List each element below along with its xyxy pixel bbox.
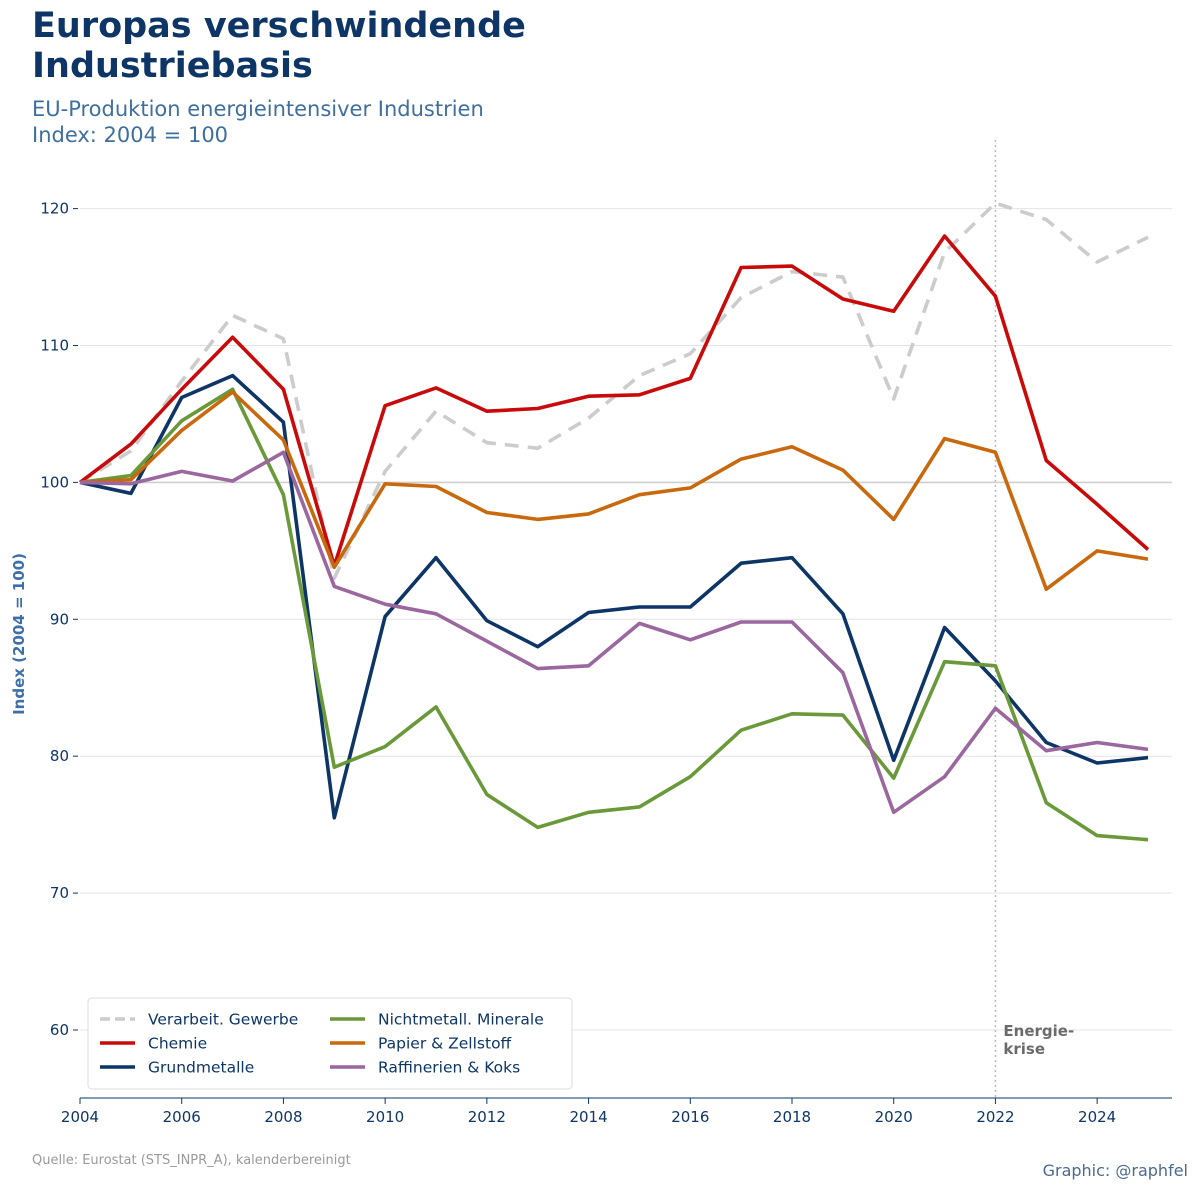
series-line-3 — [79, 373, 1149, 820]
annotation-line1: Energie- — [1003, 1022, 1074, 1040]
y-tick-label-120: 120 — [40, 200, 69, 218]
x-tick-label-2008: 2008 — [264, 1108, 302, 1126]
chart-subtitle-line1: EU-Produktion energieintensiver Industri… — [32, 97, 484, 121]
legend-label-1: Verarbeit. Gewerbe — [148, 1011, 298, 1029]
y-tick-label-110: 110 — [40, 337, 69, 355]
chart-subtitle: EU-Produktion energieintensiver Industri… — [32, 96, 484, 148]
chart-title-line1: Europas verschwindende — [32, 6, 526, 46]
legend-label-4: Nichtmetall. Minerale — [378, 1011, 544, 1029]
annotation-line2: krise — [1003, 1040, 1045, 1058]
legend-label-5: Papier & Zellstoff — [378, 1035, 512, 1053]
y-tick-label-90: 90 — [50, 610, 69, 628]
x-tick-label-2004: 2004 — [61, 1108, 99, 1126]
x-tick-label-2020: 2020 — [875, 1108, 913, 1126]
series-line-1 — [79, 201, 1149, 581]
x-tick-label-2010: 2010 — [366, 1108, 404, 1126]
legend-label-2: Chemie — [148, 1035, 207, 1053]
y-tick-label-60: 60 — [50, 1021, 69, 1039]
x-tick-label-2024: 2024 — [1078, 1108, 1116, 1126]
source-note: Quelle: Eurostat (STS_INPR_A), kalenderb… — [32, 1153, 351, 1168]
legend-label-6: Raffinerien & Koks — [378, 1059, 520, 1077]
x-tick-label-2022: 2022 — [976, 1108, 1014, 1126]
x-tick-label-2018: 2018 — [773, 1108, 811, 1126]
x-tick-label-2006: 2006 — [163, 1108, 201, 1126]
legend: Verarbeit. Gewerbe Chemie Grundmetalle Nich… — [87, 997, 573, 1090]
chart-title-line2: Industriebasis — [32, 46, 313, 86]
legend-label-3: Grundmetalle — [148, 1059, 254, 1077]
y-tick-label-70: 70 — [50, 884, 69, 902]
x-tick-label-2016: 2016 — [671, 1108, 709, 1126]
series-line-5 — [79, 390, 1149, 592]
series-line-6 — [79, 450, 1149, 815]
series-line-4 — [79, 387, 1149, 842]
chart-title: Europas verschwindende Industriebasis — [32, 6, 526, 86]
y-axis-label: Index (2004 = 100) — [10, 553, 28, 715]
y-tick-label-100: 100 — [40, 473, 69, 491]
chart-subtitle-line2: Index: 2004 = 100 — [32, 123, 229, 147]
graphic-credit: Graphic: @raphfel — [1042, 1161, 1188, 1180]
y-tick-label-80: 80 — [50, 747, 69, 765]
x-tick-label-2014: 2014 — [569, 1108, 607, 1126]
series-line-2 — [78, 234, 1150, 568]
x-tick-label-2012: 2012 — [468, 1108, 506, 1126]
